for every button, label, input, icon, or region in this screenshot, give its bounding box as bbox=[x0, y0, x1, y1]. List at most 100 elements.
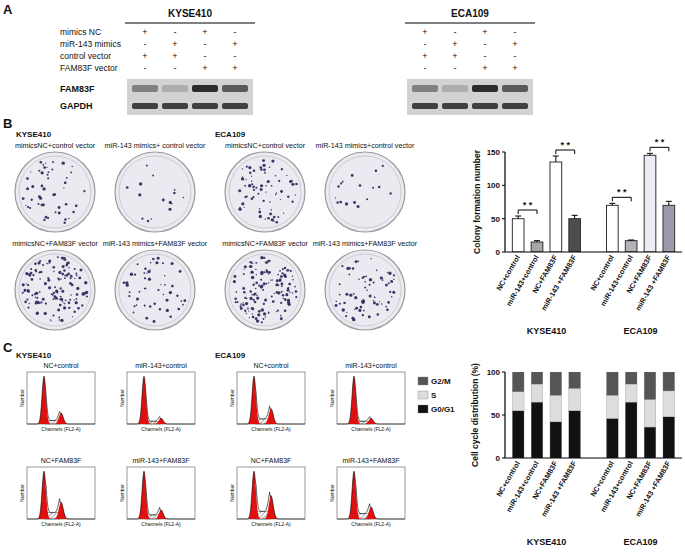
colony bbox=[258, 310, 261, 313]
y-tick-label: 50 bbox=[491, 215, 500, 224]
bar-segment bbox=[569, 372, 581, 388]
colony bbox=[281, 291, 283, 293]
colony bbox=[263, 289, 264, 290]
colony bbox=[289, 291, 291, 293]
colony bbox=[248, 166, 251, 169]
colony bbox=[286, 269, 289, 272]
colony bbox=[55, 290, 58, 293]
colony bbox=[257, 313, 260, 316]
axis-label: Channels (FL2-A) bbox=[251, 521, 291, 527]
colony bbox=[236, 291, 238, 293]
bar-segment bbox=[531, 372, 543, 384]
colony bbox=[52, 314, 54, 316]
histogram-outline bbox=[27, 471, 95, 519]
histogram-outline bbox=[337, 471, 405, 519]
colony bbox=[37, 293, 38, 294]
colony bbox=[126, 186, 129, 189]
colony bbox=[264, 172, 266, 174]
colony bbox=[368, 315, 371, 318]
colony bbox=[388, 272, 391, 275]
colony bbox=[173, 192, 176, 195]
colony bbox=[61, 273, 64, 276]
colony bbox=[22, 283, 25, 286]
colony bbox=[252, 196, 254, 198]
colony bbox=[64, 303, 65, 304]
colony bbox=[27, 291, 29, 293]
histogram-title: NC+FAM83F bbox=[41, 457, 82, 464]
band-label: GAPDH bbox=[60, 101, 93, 111]
colony bbox=[265, 185, 266, 186]
colony bbox=[352, 318, 354, 320]
bar bbox=[550, 162, 562, 252]
colony bbox=[255, 187, 257, 189]
colony bbox=[271, 218, 274, 221]
histogram-outline bbox=[237, 471, 305, 519]
band bbox=[162, 103, 188, 109]
g1-peak bbox=[127, 471, 195, 519]
colony bbox=[27, 206, 29, 208]
bar-segment bbox=[606, 372, 618, 395]
colony bbox=[45, 162, 46, 163]
sign: + bbox=[512, 63, 517, 73]
colony bbox=[128, 295, 130, 297]
group-label: ECA109 bbox=[624, 537, 658, 547]
histogram-title: miR-143+FAM83F bbox=[343, 457, 400, 464]
colony bbox=[26, 177, 29, 180]
plate-rim bbox=[19, 254, 91, 326]
colony bbox=[295, 290, 298, 293]
g1-peak bbox=[27, 376, 95, 424]
colony bbox=[60, 296, 62, 298]
colony bbox=[47, 174, 49, 176]
error-bar bbox=[572, 215, 578, 218]
colony bbox=[27, 306, 29, 308]
bar-segment bbox=[569, 411, 581, 458]
axis-label: Channels (FL2-A) bbox=[141, 426, 181, 432]
panel-label: B bbox=[3, 116, 12, 131]
colony bbox=[70, 277, 72, 279]
colony bbox=[59, 287, 61, 289]
band bbox=[162, 85, 188, 92]
colony bbox=[260, 188, 263, 191]
colony bbox=[136, 304, 138, 306]
plate-label: miR-143 mimics+ control vector bbox=[105, 141, 206, 150]
bar-segment bbox=[644, 427, 656, 458]
colony bbox=[260, 285, 263, 288]
error-stem bbox=[555, 156, 556, 162]
colony bbox=[283, 212, 284, 213]
colony bbox=[266, 283, 268, 285]
colony bbox=[85, 291, 88, 294]
colony bbox=[35, 271, 37, 273]
colony bbox=[278, 279, 281, 282]
colony bbox=[294, 286, 296, 288]
colony bbox=[339, 283, 341, 285]
colony bbox=[155, 261, 158, 264]
colony bbox=[275, 194, 277, 196]
bar-segment bbox=[644, 400, 656, 428]
colony bbox=[358, 309, 361, 312]
colony bbox=[387, 301, 390, 304]
colony bbox=[31, 278, 34, 281]
plate-rim bbox=[119, 156, 191, 228]
colony bbox=[58, 206, 61, 209]
plate-label: miR-143 mimics+control vector bbox=[316, 141, 415, 150]
bar-segment bbox=[550, 422, 562, 458]
colony bbox=[345, 315, 347, 317]
g1-peak bbox=[27, 471, 95, 519]
condition-label: FAM83F vector bbox=[60, 63, 118, 73]
error-bar bbox=[534, 241, 540, 242]
colony bbox=[43, 219, 45, 221]
colony bbox=[84, 281, 87, 284]
colony bbox=[237, 301, 239, 303]
colony bbox=[136, 298, 139, 301]
plate-label: mimicsNC+FAM83F vector bbox=[12, 239, 98, 248]
plate-rim bbox=[119, 254, 191, 326]
colony bbox=[380, 277, 383, 280]
cell-line: ECA109 bbox=[215, 130, 246, 139]
colony bbox=[30, 268, 32, 270]
colony bbox=[67, 272, 70, 275]
colony bbox=[144, 287, 146, 289]
colony bbox=[129, 291, 131, 293]
colony bbox=[341, 265, 343, 267]
histogram-frame bbox=[337, 372, 405, 424]
y-tick-label: 100 bbox=[487, 368, 501, 377]
